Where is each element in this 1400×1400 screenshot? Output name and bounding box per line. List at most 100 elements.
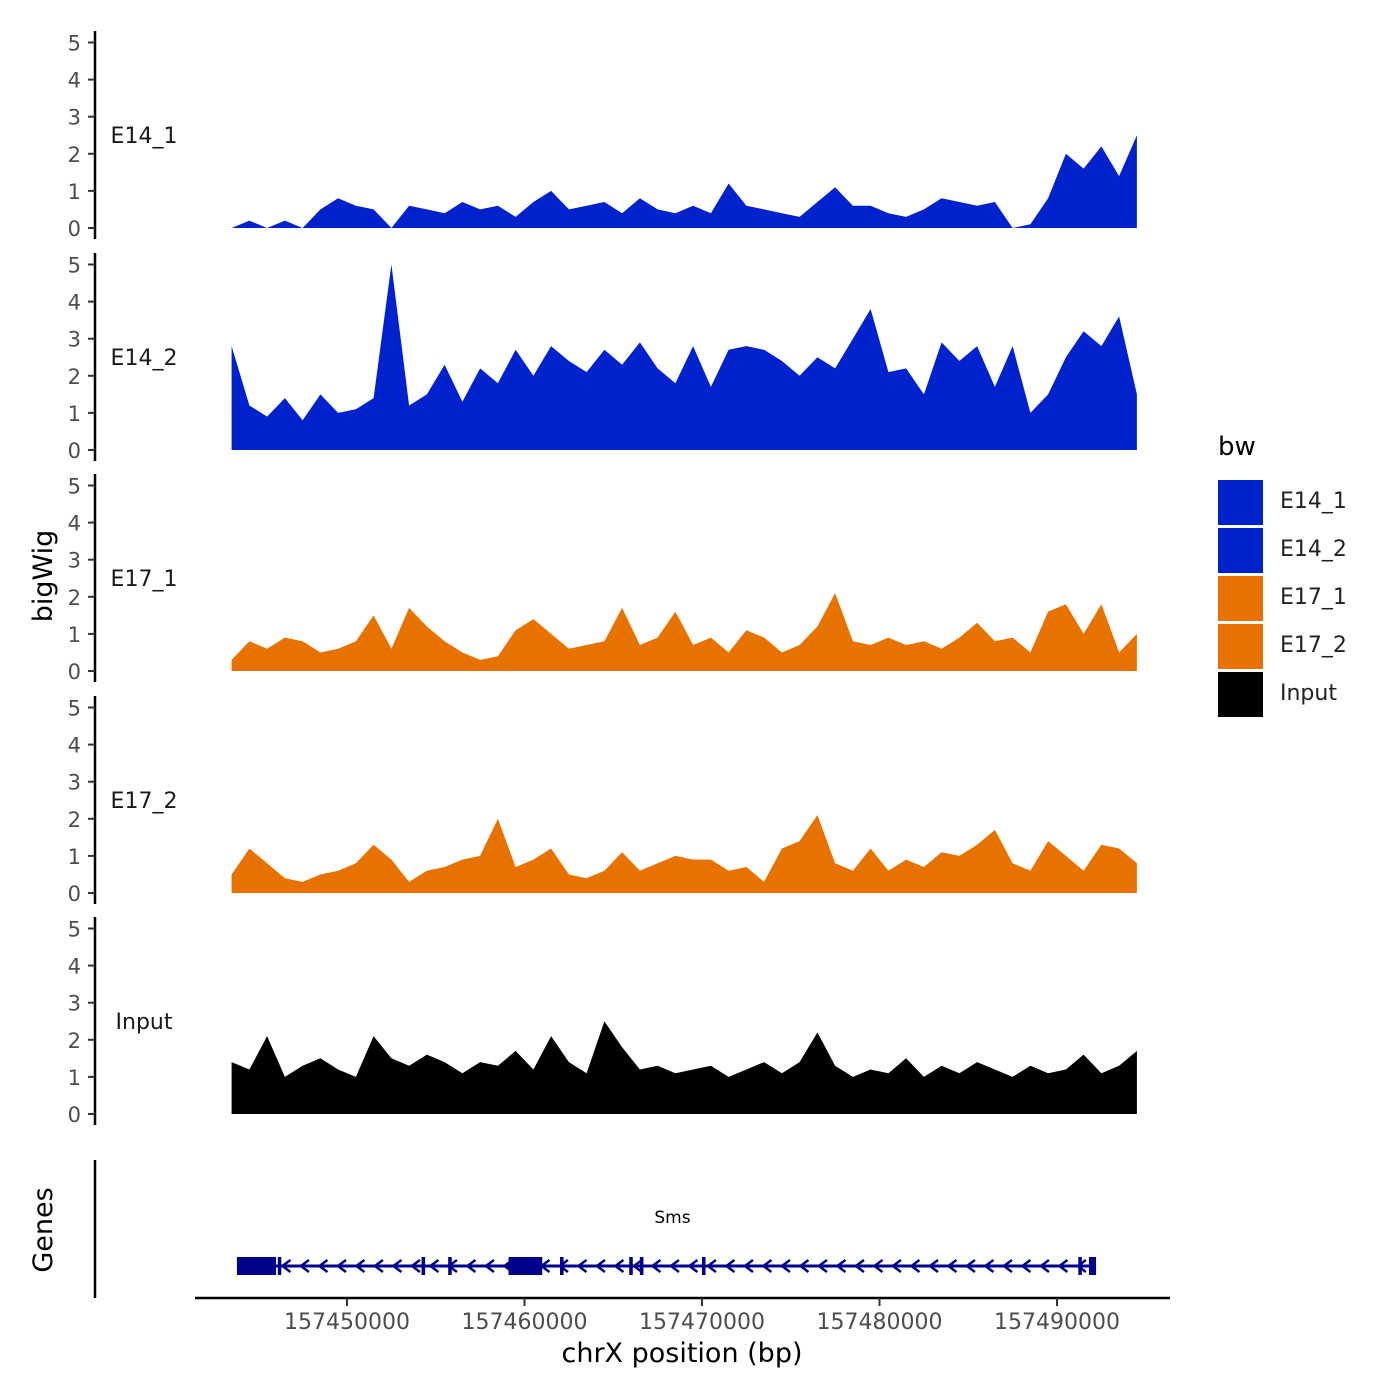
strand-arrow: [724, 1259, 736, 1273]
gene-exon-small: [421, 1257, 426, 1275]
strand-arrow: [1038, 1259, 1050, 1273]
coverage-tracks: 0 1 2 3 4 5 E14_1 0 1 2 3 4 5 E14_2 0 1 2 3 4 5 E17_1 0 1 2 3 4 5 E…: [68, 31, 1137, 1127]
strand-arrow: [983, 1259, 995, 1273]
y-tick-label: 1: [68, 402, 81, 426]
strand-arrow: [946, 1259, 958, 1273]
strand-arrow: [1057, 1259, 1069, 1273]
x-tick-label: 157480000: [817, 1310, 943, 1335]
legend-label: E17_2: [1280, 633, 1347, 658]
legend-swatch: [1218, 528, 1263, 573]
y-tick-label: 2: [68, 586, 81, 610]
y-tick-label: 4: [68, 734, 81, 758]
y-tick-label: 3: [68, 106, 81, 130]
strand-arrow: [650, 1259, 662, 1273]
legend-swatch: [1218, 576, 1263, 621]
track-label: Input: [116, 1010, 173, 1035]
strand-arrow: [298, 1259, 310, 1273]
strand-arrow: [687, 1259, 699, 1273]
y-tick-label: 1: [68, 623, 81, 647]
y-tick-label: 1: [68, 1066, 81, 1090]
legend-item-e17-2: E17_2: [1218, 624, 1388, 670]
gene-exon-small: [277, 1257, 282, 1275]
y-tick-label: 0: [68, 882, 81, 906]
x-axis: 157450000 157460000 157470000 157480000 1574…: [195, 1296, 1170, 1335]
gene-exon-small: [639, 1257, 644, 1275]
strand-arrow: [483, 1259, 495, 1273]
strand-arrow: [705, 1259, 717, 1273]
legend-title: bw: [1218, 432, 1256, 462]
track-label: E17_2: [111, 789, 178, 814]
y-tick-label: 4: [68, 512, 81, 536]
y-axis-title-genes: Genes: [28, 1187, 59, 1272]
strand-arrow: [853, 1259, 865, 1273]
strand-arrow: [798, 1259, 810, 1273]
legend-label: Input: [1280, 681, 1337, 706]
strand-arrow: [1001, 1259, 1013, 1273]
track-e17-1: 0 1 2 3 4 5 E17_1: [68, 474, 1137, 684]
gene-exon-small: [560, 1257, 564, 1275]
track-label: E14_1: [111, 124, 178, 149]
y-tick-label: 2: [68, 365, 81, 389]
x-tick-label: 157470000: [639, 1310, 765, 1335]
strand-arrow: [372, 1259, 384, 1273]
strand-arrow: [335, 1259, 347, 1273]
y-tick-label: 2: [68, 143, 81, 167]
coverage-area: [231, 264, 1137, 450]
y-tick-label: 4: [68, 291, 81, 315]
y-tick-label: 0: [68, 217, 81, 241]
track-e17-2: 0 1 2 3 4 5 E17_2: [68, 696, 1137, 906]
y-tick-label: 4: [68, 69, 81, 93]
gene-exon-small: [1078, 1257, 1082, 1275]
legend-swatch: [1218, 672, 1263, 717]
y-tick-label: 3: [68, 992, 81, 1016]
strand-arrow: [317, 1259, 329, 1273]
gene-exon-small: [702, 1257, 706, 1275]
coverage-area: [231, 815, 1137, 893]
strand-arrow: [1020, 1259, 1032, 1273]
legend-label: E17_1: [1280, 585, 1347, 610]
y-tick-label: 1: [68, 180, 81, 204]
gene-exon: [508, 1257, 543, 1275]
y-tick-label: 0: [68, 439, 81, 463]
strand-arrow: [391, 1259, 403, 1273]
x-tick-label: 157450000: [284, 1310, 410, 1335]
y-tick-label: 5: [68, 254, 81, 278]
y-tick-label: 2: [68, 808, 81, 832]
strand-arrow: [927, 1259, 939, 1273]
y-tick-label: 0: [68, 1103, 81, 1127]
y-tick-label: 0: [68, 660, 81, 684]
strand-arrow: [761, 1259, 773, 1273]
legend-label: E14_1: [1280, 489, 1347, 514]
gene-exon: [1088, 1257, 1097, 1275]
y-tick-label: 2: [68, 1029, 81, 1053]
strand-arrow: [465, 1259, 477, 1273]
coverage-area: [231, 1021, 1137, 1114]
y-tick-label: 3: [68, 771, 81, 795]
legend-item-e14-1: E14_1: [1218, 480, 1388, 526]
strand-arrow: [631, 1259, 643, 1273]
strand-arrow: [409, 1259, 421, 1273]
strand-arrow: [613, 1259, 625, 1273]
y-tick-label: 5: [68, 697, 81, 721]
y-tick-label: 5: [68, 475, 81, 499]
x-axis-title: chrX position (bp): [561, 1338, 802, 1369]
legend-item-input: Input: [1218, 672, 1388, 718]
strand-arrow: [354, 1259, 366, 1273]
x-tick-label: 157490000: [994, 1310, 1120, 1335]
strand-arrow: [964, 1259, 976, 1273]
strand-arrow: [557, 1259, 569, 1273]
strand-arrow: [1075, 1259, 1087, 1273]
y-tick-label: 5: [68, 918, 81, 942]
coverage-area: [231, 593, 1137, 671]
strand-arrow: [890, 1259, 902, 1273]
track-label: E17_1: [111, 567, 178, 592]
gene-exon-small: [629, 1257, 633, 1275]
y-tick-label: 4: [68, 955, 81, 979]
strand-arrow: [576, 1259, 588, 1273]
y-tick-label: 3: [68, 549, 81, 573]
y-tick-label: 5: [68, 32, 81, 56]
strand-arrow: [280, 1259, 292, 1273]
strand-arrow: [872, 1259, 884, 1273]
coverage-area: [231, 135, 1137, 228]
strand-arrow: [428, 1259, 440, 1273]
